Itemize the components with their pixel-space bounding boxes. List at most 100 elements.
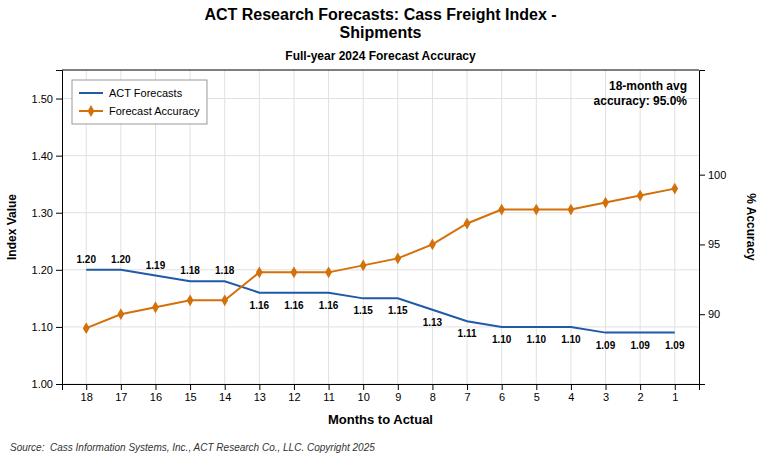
y2-axis-tick-label: 90	[708, 308, 720, 320]
y-axis-tick-mark	[56, 213, 62, 214]
x-axis-tick-mark	[294, 384, 295, 390]
series-marker	[256, 266, 263, 278]
y2-axis-tick-label: 95	[708, 238, 720, 250]
series-marker	[464, 218, 471, 230]
data-label: 1.10	[561, 334, 581, 345]
series-marker	[360, 259, 367, 271]
y2-axis-tick-mark	[699, 175, 705, 176]
series-line	[86, 270, 675, 333]
x-axis-tick: 17	[115, 384, 127, 403]
x-axis: 181716151413121110987654321	[63, 384, 700, 403]
x-axis-tick-label: 16	[150, 391, 162, 403]
legend: ACT ForecastsForecast Accuracy	[72, 80, 207, 124]
y-axis-tick-label: 1.20	[32, 264, 53, 276]
x-axis-tick: 15	[184, 384, 196, 403]
x-axis-tick-mark	[606, 384, 607, 390]
data-label: 1.09	[596, 340, 616, 351]
x-axis-tick-label: 7	[464, 391, 470, 403]
x-axis-tick-mark	[467, 384, 468, 390]
data-label: 1.09	[630, 340, 650, 351]
data-label: 1.18	[180, 265, 200, 276]
x-axis-tick-mark	[640, 384, 641, 390]
x-axis-tick: 12	[288, 384, 300, 403]
x-axis-tick-label: 13	[254, 391, 266, 403]
series-marker	[602, 197, 609, 209]
series-marker	[533, 204, 540, 216]
series-marker	[394, 253, 401, 265]
y-axis-tick-mark	[56, 156, 62, 157]
data-label: 1.16	[284, 300, 304, 311]
x-grid-line	[432, 70, 433, 384]
x-axis-tick-mark	[329, 384, 330, 390]
legend-frame	[72, 80, 207, 124]
data-label: 1.15	[388, 305, 408, 316]
x-axis-tick: 13	[254, 384, 266, 403]
x-axis-tick-label: 11	[323, 391, 334, 403]
data-label: 1.11	[458, 328, 477, 339]
data-label: 1.09	[665, 340, 685, 351]
x-axis-tick: 2	[638, 384, 644, 403]
x-axis-line	[63, 385, 700, 391]
series-marker	[325, 266, 332, 278]
x-axis-tick-mark	[502, 384, 503, 390]
x-axis-tick: 18	[81, 384, 93, 403]
x-axis-tick: 16	[150, 384, 162, 403]
x-axis-tick-label: 14	[219, 391, 231, 403]
x-axis-tick-mark	[259, 384, 260, 390]
y2-axis-tick: 90	[699, 308, 720, 320]
x-grid-line	[224, 70, 225, 384]
y2-axis-tick-mark	[699, 244, 705, 245]
x-axis-tick: 14	[219, 384, 231, 403]
series-marker	[568, 204, 575, 216]
x-grid-line	[605, 70, 606, 384]
x-axis-tick-label: 10	[358, 391, 370, 403]
x-grid-line	[674, 70, 675, 384]
y-axis-tick-label: 1.30	[32, 207, 53, 219]
y2-axis-tick-label: 100	[708, 169, 726, 181]
legend-label: ACT Forecasts	[109, 87, 183, 99]
series-marker	[187, 294, 194, 306]
x-axis-tick-mark	[432, 384, 433, 390]
series-marker	[671, 183, 678, 195]
y-axis-line	[56, 71, 63, 385]
x-axis-title: Months to Actual	[328, 412, 433, 427]
data-label: 1.19	[146, 260, 166, 271]
x-axis-tick-label: 12	[288, 391, 300, 403]
y-axis-tick-mark	[56, 270, 62, 271]
x-axis-tick: 1	[672, 384, 678, 403]
data-labels: 1.201.201.191.181.181.161.161.161.151.15…	[76, 254, 684, 351]
x-axis-tick-label: 6	[499, 391, 505, 403]
series-line	[86, 189, 675, 329]
x-axis-tick-mark	[155, 384, 156, 390]
y-axis: 1.001.101.201.301.401.50	[32, 71, 63, 391]
subtitle: Full-year 2024 Forecast Accuracy	[285, 49, 476, 63]
x-axis-tick-mark	[398, 384, 399, 390]
y-axis-tick-mark	[56, 327, 62, 328]
x-axis-tick-label: 3	[603, 391, 609, 403]
annotation: 18-month avgaccuracy: 95.0%	[594, 79, 688, 108]
x-grid-line	[259, 70, 260, 384]
data-label: 1.15	[353, 305, 373, 316]
x-axis-tick: 9	[395, 384, 401, 403]
y-axis-tick: 1.30	[32, 207, 62, 219]
x-axis-tick-mark	[86, 384, 87, 390]
y-axis-tick: 1.20	[32, 264, 62, 276]
y2-axis-tick: 100	[699, 169, 726, 181]
x-axis-tick-label: 1	[672, 391, 678, 403]
y-axis-tick-mark	[56, 99, 62, 100]
grid	[62, 70, 699, 384]
x-axis-tick-mark	[121, 384, 122, 390]
y-axis-tick: 1.00	[32, 378, 62, 390]
y-axis-tick: 1.40	[32, 150, 62, 162]
x-axis-tick-label: 17	[115, 391, 127, 403]
data-label: 1.10	[492, 334, 512, 345]
x-axis-tick: 11	[323, 384, 334, 403]
x-axis-tick-mark	[363, 384, 364, 390]
series-marker	[83, 322, 90, 334]
y2-axis-title: % Accuracy	[744, 193, 758, 261]
x-grid-line	[293, 70, 294, 384]
y-axis-tick-label: 1.00	[32, 378, 53, 390]
x-axis-tick: 5	[534, 384, 540, 403]
x-axis-tick-mark	[675, 384, 676, 390]
y-axis-tick-label: 1.50	[32, 93, 53, 105]
